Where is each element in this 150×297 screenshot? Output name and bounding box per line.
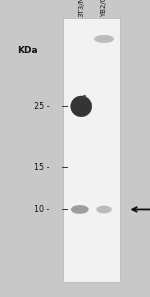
Text: 25 -: 25 - [34,102,50,111]
Text: KDa: KDa [17,46,37,55]
Ellipse shape [94,35,114,43]
Text: 10 -: 10 - [34,205,50,214]
Ellipse shape [71,96,92,117]
Text: 3T3/NIH: 3T3/NIH [78,0,84,17]
Text: YB2/0: YB2/0 [101,0,107,17]
Bar [63,18,120,282]
Ellipse shape [71,205,88,214]
Text: 15 -: 15 - [34,163,50,172]
Ellipse shape [97,206,112,213]
